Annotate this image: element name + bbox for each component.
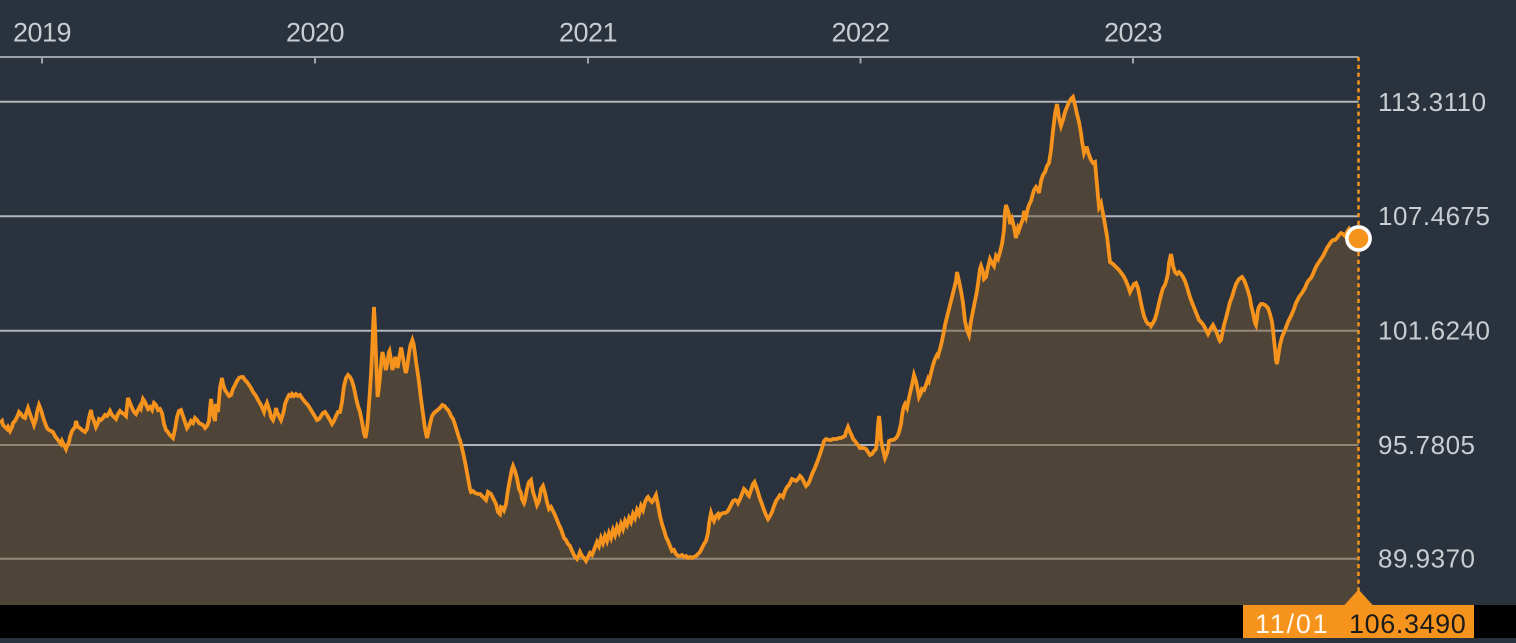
svg-text:11/01: 11/01	[1255, 609, 1330, 638]
svg-text:2020: 2020	[286, 18, 344, 48]
svg-text:2022: 2022	[831, 18, 889, 48]
svg-text:89.9370: 89.9370	[1378, 544, 1475, 574]
svg-text:113.3110: 113.3110	[1378, 87, 1487, 117]
svg-text:106.3490: 106.3490	[1349, 609, 1466, 638]
svg-text:2019: 2019	[13, 18, 71, 48]
svg-text:2023: 2023	[1104, 18, 1162, 48]
svg-text:101.6240: 101.6240	[1378, 316, 1490, 346]
svg-text:107.4675: 107.4675	[1378, 201, 1490, 231]
svg-text:95.7805: 95.7805	[1378, 430, 1475, 460]
svg-text:2021: 2021	[559, 18, 617, 48]
